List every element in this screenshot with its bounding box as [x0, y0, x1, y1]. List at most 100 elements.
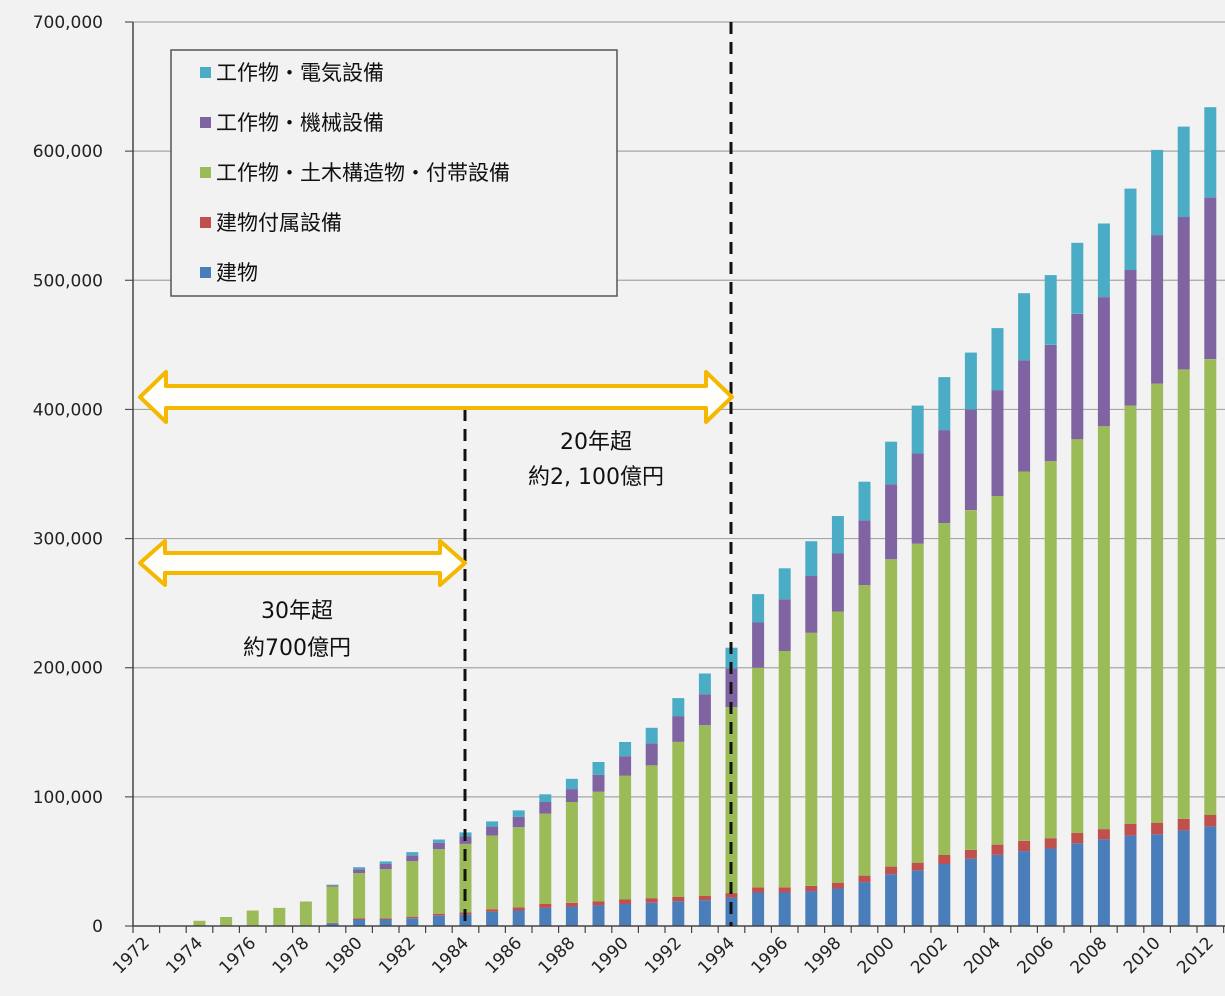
bar-segment — [725, 707, 738, 894]
bar-segment — [432, 842, 445, 850]
bar-segment — [991, 844, 1004, 855]
bar-segment — [645, 765, 658, 899]
bar-segment — [1018, 360, 1031, 472]
bar-segment — [885, 441, 898, 485]
bar-segment — [805, 632, 818, 886]
bar-segment — [1124, 405, 1137, 824]
bar-segment — [1124, 270, 1137, 406]
bar-segment — [1177, 818, 1190, 831]
bar-segment — [752, 892, 765, 926]
x-tick-label: 1972 — [109, 933, 154, 978]
bar-segment — [645, 743, 658, 766]
x-tick-label: 2002 — [907, 933, 952, 978]
y-tick-label: 200,000 — [33, 659, 103, 679]
bar-segment — [858, 875, 871, 883]
bar-segment — [725, 893, 738, 898]
x-tick-label: 1978 — [269, 933, 314, 978]
bar-segment — [406, 861, 419, 917]
bar-segment — [964, 510, 977, 850]
bar-segment — [752, 667, 765, 888]
x-tick-label: 1994 — [694, 933, 739, 978]
x-tick-label: 2000 — [854, 933, 899, 978]
bar-segment — [885, 874, 898, 926]
x-tick-label: 1986 — [482, 933, 527, 978]
x-tick-label: 1992 — [641, 933, 686, 978]
annotation-30yr-title: 30年超 — [261, 599, 333, 624]
bar-segment — [1151, 383, 1164, 823]
legend-swatch-elec — [200, 67, 211, 78]
annotations: 20年超 約2, 100億円 30年超 約700億円 — [138, 22, 734, 926]
bar-segment — [778, 568, 791, 600]
bar-segment — [885, 559, 898, 867]
bar-segment — [565, 902, 578, 907]
bar-segment — [379, 869, 392, 919]
bar-segment — [432, 913, 445, 916]
legend-swatch-bldg-equip — [200, 217, 211, 228]
bar-segment — [1097, 829, 1110, 840]
bar-segment — [1204, 197, 1217, 359]
bar-segment — [379, 861, 392, 864]
bar-segment — [778, 650, 791, 888]
x-tick-label: 1980 — [322, 933, 367, 978]
bar-segment — [619, 742, 632, 757]
x-tick-label: 2008 — [1067, 933, 1112, 978]
bar-segment — [539, 907, 552, 926]
bar-segment — [938, 855, 951, 864]
bar-segment — [1124, 824, 1137, 836]
x-tick-label: 1984 — [428, 933, 473, 978]
legend-label-bldg-equip: 建物付属設備 — [216, 211, 342, 235]
bar-segment — [432, 915, 445, 926]
bar-segment — [831, 553, 844, 612]
bar-segment — [672, 716, 685, 742]
bar-segment — [885, 484, 898, 560]
bar-segment — [1097, 297, 1110, 427]
bar-segment — [752, 622, 765, 668]
bar-segment — [725, 647, 738, 669]
y-tick-label: 500,000 — [33, 271, 103, 291]
bar-segment — [565, 906, 578, 926]
bar-segment — [672, 901, 685, 926]
bar-segment — [672, 698, 685, 717]
bar-segment — [193, 920, 206, 926]
bar-segment — [1204, 107, 1217, 198]
bar-segment — [805, 891, 818, 926]
bar-segment — [246, 910, 259, 926]
bar-segment — [539, 802, 552, 814]
bar-segment — [1204, 814, 1217, 827]
bar-segment — [353, 919, 366, 926]
bar-segment — [326, 885, 339, 887]
bar-segment — [1204, 359, 1217, 815]
bar-segment — [805, 541, 818, 577]
bar-segment — [353, 873, 366, 919]
bar-segment — [1044, 275, 1057, 345]
bar-segment — [619, 756, 632, 776]
bar-segment — [938, 523, 951, 855]
bar-segment — [565, 802, 578, 903]
bar-segment — [778, 892, 791, 926]
bar-segment — [858, 481, 871, 521]
bar-segment — [619, 899, 632, 904]
bar-segment — [1151, 149, 1164, 236]
bar-segment — [1097, 426, 1110, 830]
bar-segment — [592, 901, 605, 906]
bar-segment — [406, 852, 419, 856]
bar-segment — [1018, 471, 1031, 841]
x-tick-label: 1982 — [375, 933, 420, 978]
bar-segment — [1044, 461, 1057, 839]
legend-swatch-bldg — [200, 267, 211, 278]
bar-segment — [512, 810, 525, 817]
bar-segment — [1044, 344, 1057, 462]
x-tick-label: 2006 — [1013, 933, 1058, 978]
bar-segment — [752, 594, 765, 623]
y-tick-label: 400,000 — [33, 400, 103, 420]
annotation-20yr-title: 20年超 — [560, 430, 632, 455]
legend-swatch-mech — [200, 117, 211, 128]
double-arrow-30yr — [138, 539, 467, 587]
x-tick-label: 1976 — [216, 933, 261, 978]
bar-segment — [539, 794, 552, 802]
bar-segment — [991, 390, 1004, 496]
annotation-20yr-value: 約2, 100億円 — [528, 465, 664, 490]
bar-segment — [486, 826, 499, 836]
bar-segment — [565, 789, 578, 802]
x-axis-tick-labels: 1972 1974 1976 1978 1980 1982 1984 1986 1988 1990… — [109, 933, 1218, 978]
